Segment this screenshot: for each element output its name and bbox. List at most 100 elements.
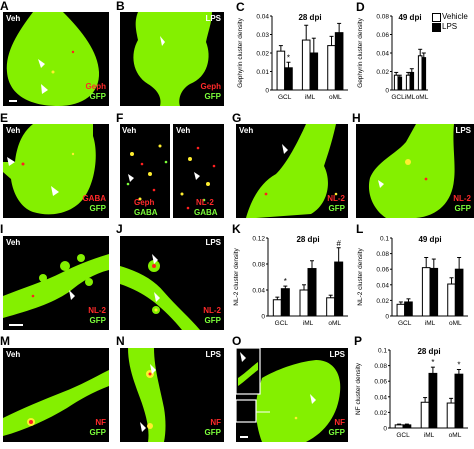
bar-vehicle-gcl bbox=[396, 303, 406, 317]
bar-vehicle-oml bbox=[447, 283, 456, 317]
micrograph-j: LPS NL-2 GFP bbox=[120, 236, 224, 330]
x-tick-label: oML bbox=[328, 320, 341, 327]
panel-letter-i: I bbox=[0, 222, 4, 236]
dendrite-image bbox=[6, 12, 100, 106]
x-tick-label: iML bbox=[305, 94, 316, 101]
dendrite-image bbox=[128, 348, 166, 442]
bar-vehicle-oml bbox=[446, 402, 456, 429]
bar-lps-gcl bbox=[284, 67, 293, 91]
significance-mark: * bbox=[284, 277, 287, 286]
panel-letter-h: H bbox=[352, 111, 361, 125]
dendrite-image bbox=[133, 12, 212, 106]
panel-label: LPS bbox=[205, 350, 221, 359]
dendrite-image bbox=[246, 124, 338, 218]
chart-title: 28 dpi bbox=[296, 235, 319, 244]
y-axis-label: Gephyrin cluster density bbox=[237, 17, 244, 87]
y-tick-label: 0.04 bbox=[374, 394, 387, 401]
stain-label: NL-2 bbox=[88, 306, 106, 315]
y-tick-label: 0.04 bbox=[256, 14, 269, 21]
legend-label-vehicle: Vehicle bbox=[442, 12, 468, 21]
panel-letter-f: F bbox=[116, 111, 124, 125]
panel-letter-a: A bbox=[0, 0, 9, 13]
y-tick-label: 0 bbox=[261, 314, 265, 321]
x-tick-label: GCL bbox=[275, 320, 289, 327]
dendrite-image bbox=[120, 254, 200, 330]
panel-label: LPS bbox=[205, 14, 221, 23]
bar-lps-gcl bbox=[280, 288, 290, 317]
y-tick-label: 0.06 bbox=[376, 267, 389, 274]
y-tick-label: 0.02 bbox=[256, 51, 269, 58]
x-tick-label: oML bbox=[449, 432, 462, 439]
y-tick-label: 0.1 bbox=[380, 236, 389, 243]
stain-label: GABA bbox=[134, 208, 158, 217]
bar-lps-iml bbox=[428, 372, 438, 429]
micrograph-m: Veh NF GFP bbox=[3, 348, 109, 442]
legend-label-lps: LPS bbox=[442, 22, 458, 31]
stain-label: GFP bbox=[89, 204, 106, 213]
y-tick-label: 0.08 bbox=[252, 262, 265, 269]
bar-lps-oml bbox=[334, 32, 344, 91]
panel-label: Veh bbox=[122, 126, 137, 135]
dendrite-image bbox=[3, 124, 96, 215]
x-tick-label: iML bbox=[424, 432, 435, 439]
chart-svg: K 0 0.04 0.08 0.12 NL-2 cluster density 28 dpi… bbox=[232, 222, 348, 327]
y-tick-label: 0 bbox=[383, 426, 387, 433]
panel-letter-j: J bbox=[116, 222, 123, 236]
y-tick-label: 0.06 bbox=[374, 379, 387, 386]
bar-vehicle-iml bbox=[421, 267, 431, 317]
panel-label: LPS bbox=[329, 350, 345, 359]
bar-lps-oml bbox=[454, 373, 464, 429]
micrograph-i: Veh NL-2 GFP bbox=[3, 236, 109, 330]
bar-chart-d: D 0 0.02 0.04 0.06 0.08 Gephyrin cluster densi… bbox=[354, 0, 474, 106]
bar-vehicle-iml bbox=[405, 74, 411, 91]
stain-label: GABA bbox=[82, 194, 106, 203]
micrograph-a: Veh Geph GFP bbox=[3, 12, 109, 106]
bar-lps-oml bbox=[454, 268, 464, 317]
stain-label: Geph bbox=[200, 82, 221, 91]
significance-mark: * bbox=[287, 53, 290, 62]
y-tick-label: 0.08 bbox=[376, 251, 389, 258]
panel-letter-o: O bbox=[232, 334, 242, 348]
bar-chart-c: C 0 0.01 0.02 0.03 0.04 Gephyrin cluster densi… bbox=[234, 0, 354, 106]
bar-lps-iml bbox=[307, 268, 317, 317]
y-tick-label: 0 bbox=[265, 88, 269, 95]
bar-vehicle-oml bbox=[326, 297, 336, 317]
chart-svg: P 0 0.02 0.04 0.06 0.08 0.1 NF cluster density 2… bbox=[354, 334, 468, 439]
y-tick-label: 0.04 bbox=[376, 51, 389, 58]
bar-lps-oml bbox=[334, 261, 344, 317]
bar-vehicle-iml bbox=[301, 39, 311, 91]
stain-label: GFP bbox=[89, 428, 106, 437]
stain-label: NL-2 bbox=[453, 194, 471, 203]
y-tick-label: 0.04 bbox=[252, 288, 265, 295]
micrograph-e: GABA GFP Veh bbox=[3, 124, 109, 218]
stain-label: NL-2 bbox=[327, 194, 345, 203]
y-tick-label: 0 bbox=[385, 88, 389, 95]
x-tick-label: oML bbox=[416, 94, 429, 101]
significance-mark: * bbox=[457, 361, 460, 370]
y-axis-label: Gephyrin cluster density bbox=[357, 17, 364, 87]
bar-chart-p: P 0 0.02 0.04 0.06 0.08 0.1 NF cluster density 2… bbox=[352, 334, 474, 444]
y-tick-label: 0.03 bbox=[256, 32, 269, 39]
panel-letter-m: M bbox=[0, 334, 10, 348]
panel-letter-k: K bbox=[232, 222, 241, 236]
y-axis-label: NL-2 cluster density bbox=[233, 248, 240, 306]
panel-label: Veh bbox=[6, 14, 21, 23]
bar-lps-gcl bbox=[402, 424, 412, 429]
panel-letter-p: P bbox=[354, 334, 362, 348]
stain-label: NF bbox=[334, 418, 345, 427]
panel-label: Veh bbox=[239, 126, 254, 135]
panel-letter-c: C bbox=[236, 0, 245, 14]
chart-svg: C 0 0.01 0.02 0.03 0.04 Gephyrin cluster densi… bbox=[236, 0, 348, 101]
stain-label: Geph bbox=[134, 198, 155, 207]
x-tick-label: iML bbox=[405, 94, 416, 101]
stain-label: GFP bbox=[204, 428, 221, 437]
x-tick-label: GCL bbox=[396, 432, 410, 439]
micrograph-f: Veh Geph GABA Veh NL-2 GABA bbox=[120, 124, 224, 218]
chart-title: 49 dpi bbox=[418, 235, 441, 244]
chart-title: 49 dpi bbox=[398, 13, 421, 22]
stain-label: GFP bbox=[89, 92, 106, 101]
stain-label: Geph bbox=[85, 82, 106, 91]
bar-lps-iml bbox=[309, 52, 319, 91]
dendrite-image bbox=[3, 370, 109, 436]
x-tick-label: iML bbox=[425, 320, 436, 327]
